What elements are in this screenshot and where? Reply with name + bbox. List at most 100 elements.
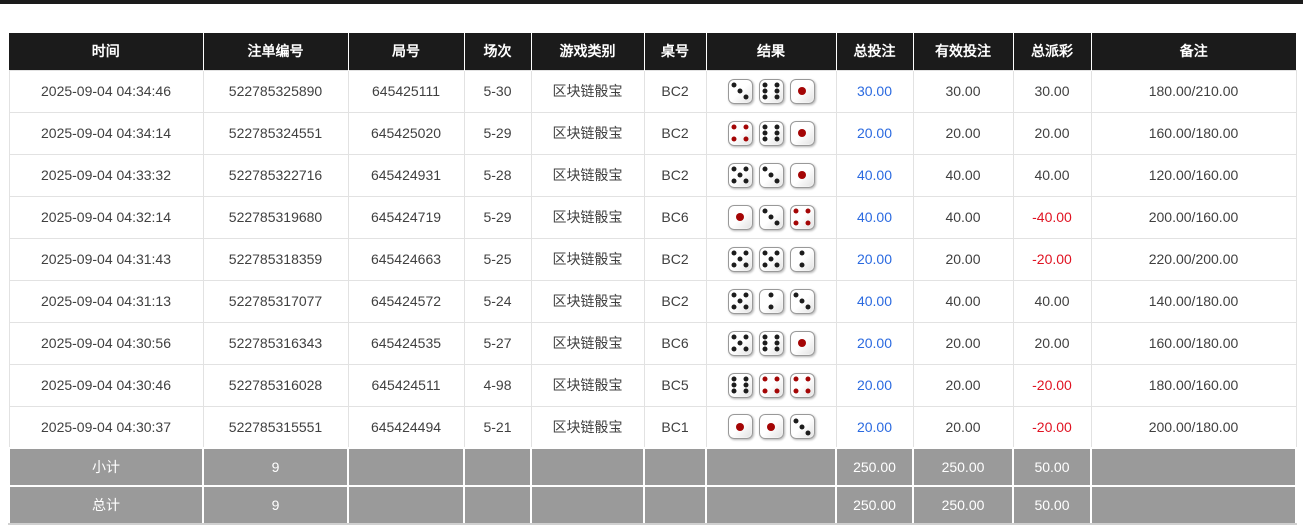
cell-result [705,69,837,113]
footer-count: 9 [202,485,349,525]
footer-total-payout: 50.00 [1012,447,1092,487]
cell-valid_bet: 20.00 [912,405,1014,449]
cell-time: 2025-09-04 04:32:14 [8,195,204,239]
cell-result [705,195,837,239]
cell-bet_id: 522785317077 [202,279,349,323]
cell-total_payout: -40.00 [1012,195,1092,239]
cell-table_no: BC2 [643,111,707,155]
cell-time: 2025-09-04 04:34:14 [8,111,204,155]
cell-valid_bet: 20.00 [912,111,1014,155]
table-header: 时间 注单编号 局号 场次 游戏类别 桌号 结果 总投注 有效投注 总派彩 备注 [9,33,1296,70]
subtotal-row: 小计 9 250.00 250.00 50.00 [8,447,1297,487]
table-row: 2025-09-04 04:31:13 522785317077 645424572… [8,279,1297,323]
dice-result [711,288,832,314]
cell-bet_id: 522785325890 [202,69,349,113]
total-bet-link[interactable]: 40.00 [856,209,893,225]
cell-valid_bet: 40.00 [912,279,1014,323]
cell-total_payout: 20.00 [1012,321,1092,365]
total-bet-link[interactable]: 20.00 [856,125,893,141]
cell-remark: 160.00/180.00 [1090,111,1297,155]
footer-count: 9 [202,447,349,487]
header-row: 时间 注单编号 局号 场次 游戏类别 桌号 结果 总投注 有效投注 总派彩 备注 [9,33,1296,70]
cell-game_type: 区块链骰宝 [530,321,645,365]
total-bet-link[interactable]: 40.00 [856,167,893,183]
cell-time: 2025-09-04 04:30:56 [8,321,204,365]
dice-result [711,246,832,272]
header-cell-total_payout: 总派彩 [1013,33,1092,70]
cell-result [705,153,837,197]
cell-game_type: 区块链骰宝 [530,363,645,407]
cell-game_type: 区块链骰宝 [530,279,645,323]
dice-result [711,330,832,356]
cell-session: 5-28 [463,153,532,197]
total-bet-link[interactable]: 30.00 [856,83,893,99]
dice-6-icon [758,120,784,146]
header-cell-valid_bet: 有效投注 [913,33,1014,70]
cell-remark: 180.00/210.00 [1090,69,1297,113]
cell-game_type: 区块链骰宝 [530,153,645,197]
cell-bet_id: 522785316343 [202,321,349,365]
dice-5-icon [727,162,753,188]
footer-label-subtotal: 小计 [8,447,204,487]
cell-game_type: 区块链骰宝 [530,111,645,155]
cell-session: 5-29 [463,195,532,239]
cell-total_bet: 40.00 [835,153,914,197]
header-cell-remark: 备注 [1091,33,1296,70]
cell-remark: 220.00/200.00 [1090,237,1297,281]
cell-table_no: BC1 [643,405,707,449]
cell-valid_bet: 20.00 [912,237,1014,281]
cell-total_payout: 30.00 [1012,69,1092,113]
cell-bet_id: 522785319680 [202,195,349,239]
cell-total_bet: 40.00 [835,279,914,323]
total-bet-link[interactable]: 40.00 [856,293,893,309]
cell-total_payout: 40.00 [1012,279,1092,323]
footer-cell-session [463,447,532,487]
cell-game_type: 区块链骰宝 [530,69,645,113]
footer-total-bet: 250.00 [835,447,914,487]
dice-1-icon [789,330,815,356]
header-cell-time: 时间 [9,33,204,70]
cell-result [705,279,837,323]
table-row: 2025-09-04 04:34:46 522785325890 645425111… [8,69,1297,113]
total-bet-link[interactable]: 20.00 [856,251,893,267]
dice-1-icon [727,204,753,230]
dice-result [711,78,832,104]
table-row: 2025-09-04 04:30:37 522785315551 645424494… [8,405,1297,449]
footer-cell-remark [1090,447,1297,487]
dice-6-icon [758,78,784,104]
dice-3-icon [789,288,815,314]
cell-total_bet: 20.00 [835,363,914,407]
footer-cell-game_type [530,485,645,525]
footer-cell-round_id [347,447,465,487]
cell-valid_bet: 20.00 [912,321,1014,365]
cell-game_type: 区块链骰宝 [530,195,645,239]
cell-valid_bet: 40.00 [912,195,1014,239]
cell-session: 4-98 [463,363,532,407]
cell-round_id: 645424663 [347,237,465,281]
cell-table_no: BC2 [643,279,707,323]
cell-table_no: BC5 [643,363,707,407]
total-bet-link[interactable]: 20.00 [856,377,893,393]
cell-total_payout: -20.00 [1012,363,1092,407]
total-bet-link[interactable]: 20.00 [856,418,893,435]
cell-round_id: 645424494 [347,405,465,449]
cell-result [705,363,837,407]
cell-table_no: BC2 [643,153,707,197]
header-cell-table_no: 桌号 [644,33,707,70]
cell-table_no: BC2 [643,69,707,113]
cell-time: 2025-09-04 04:31:13 [8,279,204,323]
cell-time: 2025-09-04 04:30:46 [8,363,204,407]
dice-5-icon [727,288,753,314]
cell-valid_bet: 20.00 [912,363,1014,407]
cell-bet_id: 522785315551 [202,405,349,449]
cell-total_payout: 40.00 [1012,153,1092,197]
header-cell-game_type: 游戏类别 [531,33,645,70]
dice-6-icon [727,372,753,398]
total-bet-link[interactable]: 20.00 [856,335,893,351]
cell-remark: 140.00/180.00 [1090,279,1297,323]
cell-round_id: 645425111 [347,69,465,113]
cell-round_id: 645424719 [347,195,465,239]
cell-game_type: 区块链骰宝 [530,405,645,449]
cell-result [705,405,837,449]
cell-result [705,111,837,155]
